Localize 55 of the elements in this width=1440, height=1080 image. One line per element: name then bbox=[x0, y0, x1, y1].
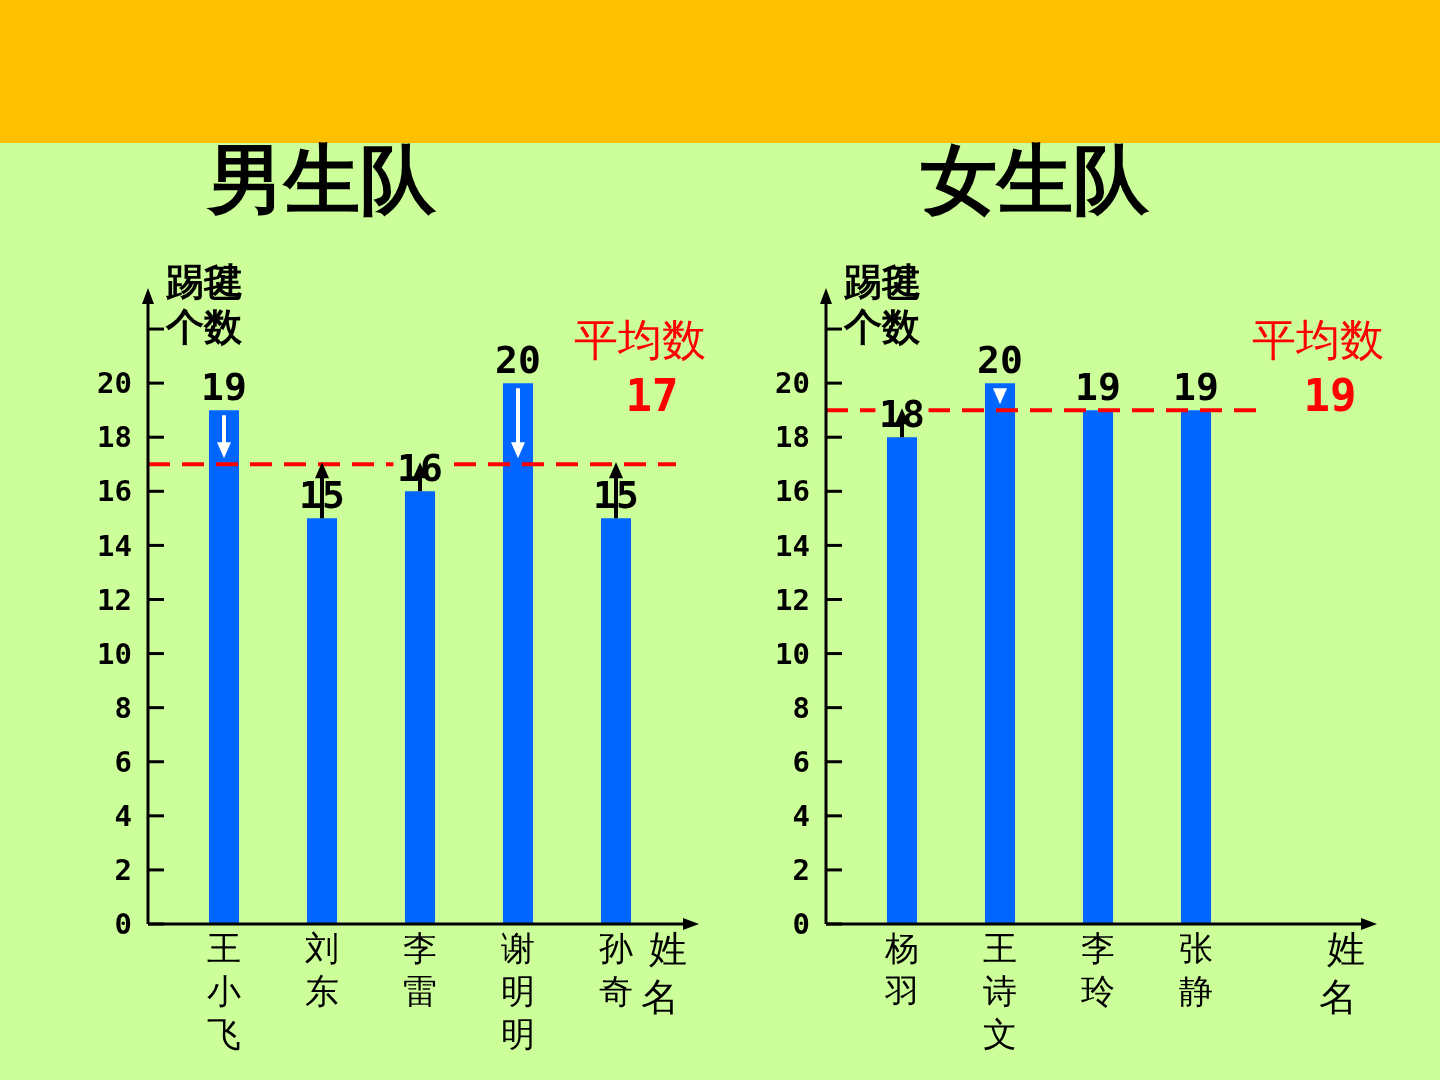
y-tick-label: 6 bbox=[792, 744, 810, 779]
x-tick-label: 杨羽 bbox=[884, 928, 919, 1011]
data-label: 19 bbox=[1075, 365, 1121, 410]
ref-line-label: 平均数 17 bbox=[574, 314, 706, 421]
chart-title: 男生队 bbox=[206, 135, 437, 224]
bar bbox=[887, 437, 917, 924]
y-axis-title: 踢毽个数 bbox=[843, 260, 921, 349]
x-axis-title: 姓名 bbox=[641, 927, 687, 1019]
bar bbox=[601, 518, 631, 924]
y-axis-title: 踢毽个数 bbox=[165, 260, 243, 349]
data-label: 20 bbox=[495, 338, 541, 383]
y-tick-label: 4 bbox=[792, 798, 810, 833]
data-label: 16 bbox=[397, 446, 443, 491]
y-tick-label: 14 bbox=[775, 528, 810, 563]
y-tick-label: 12 bbox=[775, 582, 810, 617]
bar bbox=[985, 383, 1015, 924]
x-tick-label: 谢明明 bbox=[501, 928, 535, 1054]
x-tick-label: 张静 bbox=[1179, 928, 1213, 1011]
y-tick-label: 0 bbox=[114, 907, 132, 942]
y-tick-label: 4 bbox=[114, 798, 132, 833]
y-tick-label: 2 bbox=[114, 853, 132, 888]
bar bbox=[1181, 410, 1211, 924]
y-tick-label: 14 bbox=[97, 528, 132, 563]
data-label: 19 bbox=[1173, 365, 1219, 410]
y-tick-label: 2 bbox=[792, 853, 810, 888]
x-tick-label: 刘东 bbox=[305, 928, 339, 1011]
ref-line-label: 平均数 19 bbox=[1252, 314, 1384, 421]
x-tick-label: 孙奇 bbox=[599, 928, 633, 1011]
y-tick-label: 6 bbox=[114, 744, 132, 779]
y-tick-label: 16 bbox=[775, 474, 810, 509]
x-axis-title: 姓名 bbox=[1319, 927, 1365, 1019]
bar bbox=[209, 410, 239, 924]
y-tick-label: 18 bbox=[97, 420, 132, 455]
y-tick-label: 10 bbox=[775, 636, 810, 671]
y-tick-label: 20 bbox=[97, 366, 132, 401]
y-tick-label: 12 bbox=[97, 582, 132, 617]
data-label: 18 bbox=[879, 392, 925, 437]
x-tick-label: 王小飞 bbox=[207, 928, 241, 1054]
data-label: 20 bbox=[977, 338, 1023, 383]
y-tick-label: 8 bbox=[792, 690, 810, 725]
y-tick-label: 0 bbox=[792, 907, 810, 942]
y-tick-label: 16 bbox=[97, 474, 132, 509]
chart-title: 女生队 bbox=[921, 135, 1150, 224]
bar bbox=[405, 491, 435, 924]
data-label: 19 bbox=[201, 365, 247, 410]
bar bbox=[503, 383, 533, 924]
x-tick-label: 李雷 bbox=[403, 928, 437, 1011]
x-tick-label: 李玲 bbox=[1081, 928, 1115, 1011]
y-tick-label: 20 bbox=[775, 366, 810, 401]
bar bbox=[307, 518, 337, 924]
y-tick-label: 18 bbox=[775, 420, 810, 455]
y-tick-label: 10 bbox=[97, 636, 132, 671]
bar bbox=[1083, 410, 1113, 924]
x-tick-label: 王诗文 bbox=[983, 928, 1017, 1054]
y-tick-label: 8 bbox=[114, 690, 132, 725]
